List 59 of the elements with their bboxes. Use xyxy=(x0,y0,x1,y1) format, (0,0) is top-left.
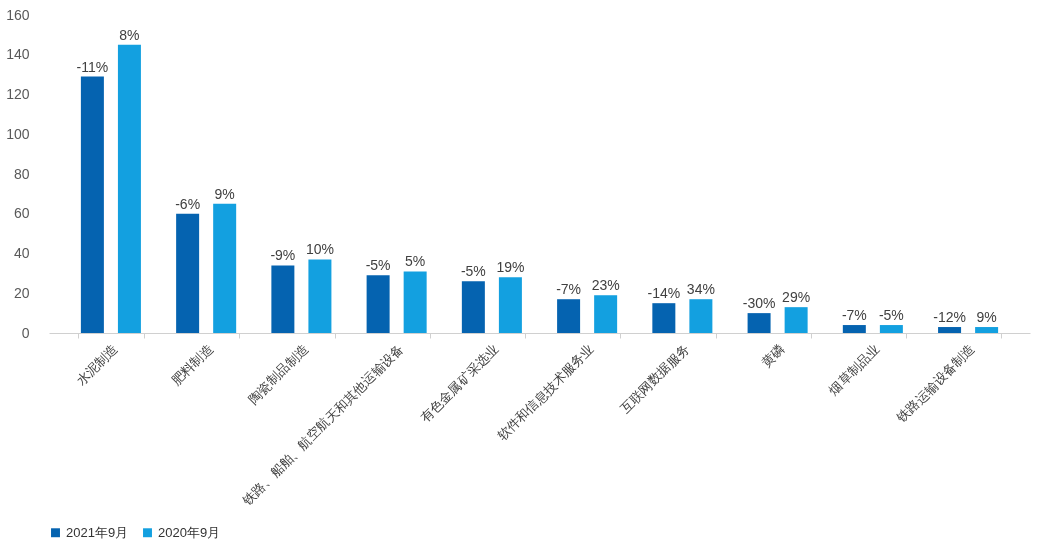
annotation: 9% xyxy=(976,309,997,326)
bar xyxy=(975,327,999,333)
annotation: -9% xyxy=(270,247,296,264)
bar xyxy=(784,307,808,333)
bar xyxy=(461,281,485,333)
annotation: -6% xyxy=(175,195,201,212)
annotation: -5% xyxy=(365,257,391,274)
annotation: 9% xyxy=(214,185,235,202)
annotation: -7% xyxy=(556,281,582,298)
annotation: -14% xyxy=(647,285,681,302)
annotation: -5% xyxy=(878,307,904,324)
annotation: 29% xyxy=(782,289,811,306)
x-tick-label: 互联网数据服务 xyxy=(617,341,693,417)
annotation: -5% xyxy=(460,263,486,280)
x-tick-label: 肥料制造 xyxy=(168,341,216,389)
x-tick-label: 烟草制品业 xyxy=(825,341,883,398)
x-tick-label: 有色金属矿采选业 xyxy=(417,341,502,426)
annotation: 5% xyxy=(405,253,426,270)
bar xyxy=(842,325,866,333)
x-tick-label: 水泥制造 xyxy=(73,341,121,389)
x-tick-label: 陶瓷制品制造 xyxy=(245,341,312,407)
bar xyxy=(498,277,522,333)
bar xyxy=(213,203,237,333)
bar xyxy=(938,327,962,333)
bar xyxy=(80,76,104,333)
bar xyxy=(308,259,332,333)
bar xyxy=(594,295,618,333)
annotation: -7% xyxy=(841,307,867,324)
y-tick-label: 40 xyxy=(13,245,30,261)
bar xyxy=(366,275,390,333)
annotation: -11% xyxy=(76,58,109,75)
y-tick-label: 60 xyxy=(13,205,30,222)
x-tick-label: 铁路运输设备制造 xyxy=(892,341,978,426)
annotation: 19% xyxy=(496,259,525,276)
bar xyxy=(689,299,713,333)
annotation: -30% xyxy=(742,295,776,312)
bar xyxy=(117,44,141,333)
y-tick-label: 20 xyxy=(13,284,30,301)
annotation: -12% xyxy=(933,309,966,326)
bar xyxy=(557,299,581,333)
bar xyxy=(271,265,295,333)
annotation: 34% xyxy=(686,281,715,298)
bar xyxy=(403,271,427,333)
y-tick-label: 100 xyxy=(6,125,30,142)
x-tick-label: 黄磷 xyxy=(758,341,788,371)
annotation: 23% xyxy=(591,277,620,294)
y-tick-label: 140 xyxy=(6,46,30,63)
legend-label: 2020年9月 xyxy=(158,524,221,540)
y-tick-label: 120 xyxy=(6,86,30,102)
y-tick-label: 160 xyxy=(6,6,30,23)
annotation: 8% xyxy=(119,26,140,43)
bar xyxy=(747,313,771,333)
bar xyxy=(176,213,200,333)
bar xyxy=(652,303,676,333)
y-tick-label: 80 xyxy=(13,165,30,182)
legend-label: 2021年9月 xyxy=(66,524,129,540)
y-tick-label: 0 xyxy=(21,324,30,341)
annotation: 10% xyxy=(305,241,334,258)
bar xyxy=(879,325,903,333)
